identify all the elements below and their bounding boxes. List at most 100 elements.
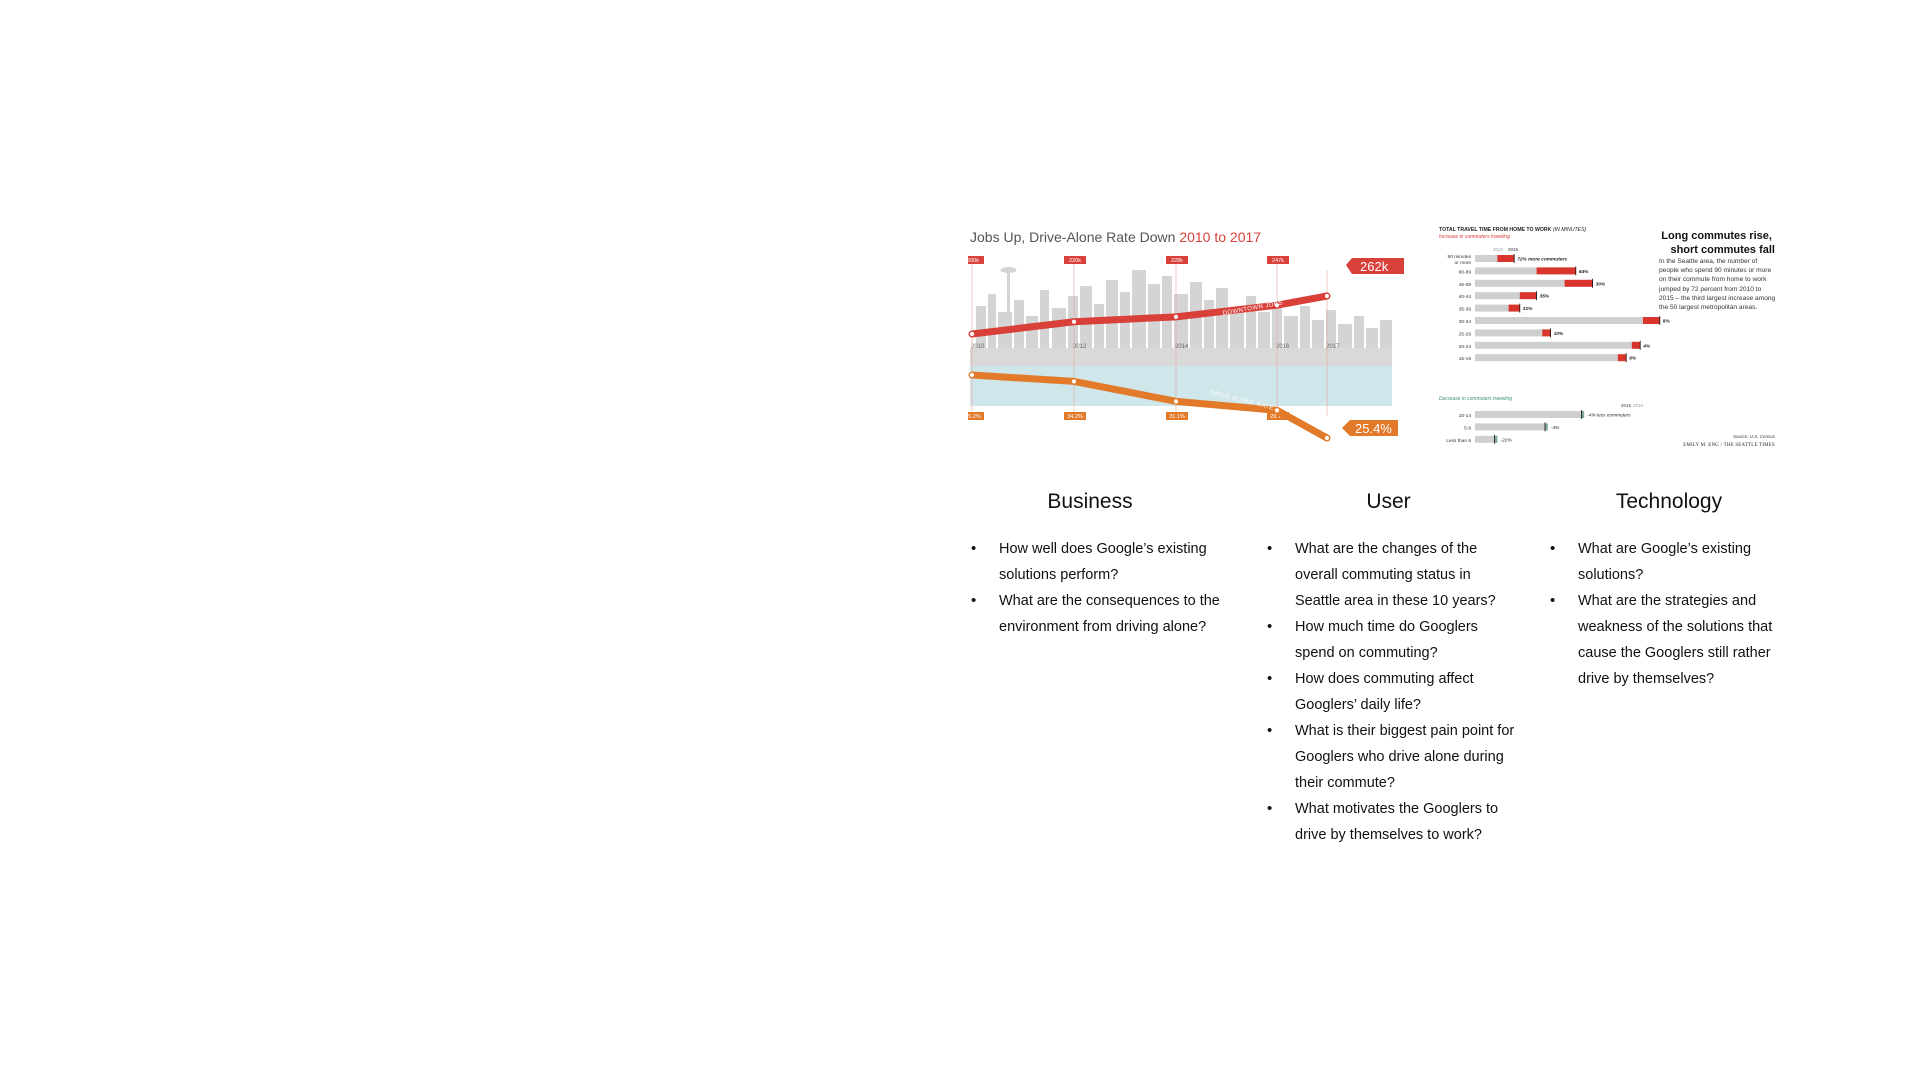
list-item: How does commuting affect Googlers’ dail…	[1266, 666, 1495, 718]
jobs-final-callout	[1346, 258, 1404, 274]
drive-final-callout	[1342, 420, 1398, 436]
right-chart-blurb: In the Seattle area, the number of peopl…	[1659, 258, 1776, 312]
drive-point	[1172, 398, 1180, 405]
jobs-drive-alone-chart: Jobs Up, Drive-Alone Rate Down 2010 to 2…	[968, 229, 1404, 442]
drive-tag-label: 29.7%	[1270, 414, 1286, 420]
bar-2010	[1475, 411, 1582, 418]
bar-change-label: -4%	[1551, 425, 1560, 431]
bar-change-label: 31%	[1523, 306, 1533, 312]
bar-change-label: 10%	[1554, 331, 1564, 337]
bar-change-label: 64%	[1579, 269, 1589, 275]
row-category-label: 35-39	[1459, 307, 1472, 313]
row-category-label: 90 minutes	[1448, 254, 1472, 260]
blurb-container: In the Seattle area, the number of peopl…	[1659, 258, 1776, 312]
jobs-tag	[1166, 256, 1188, 264]
bar-change-label: 30%	[1596, 281, 1606, 287]
jobs-point	[1172, 313, 1180, 320]
decrease-label: Decrease in commuters traveling	[1439, 396, 1512, 402]
legend-2015-lower: 2015	[1621, 403, 1632, 408]
jobs-tag	[1267, 256, 1289, 264]
technology-list: What are Google’s existing solutions? Wh…	[1549, 536, 1789, 692]
jobs-tag-label: 228k	[1171, 258, 1183, 264]
row-category-label: 15-19	[1459, 356, 1472, 362]
row-category-label: 20-24	[1459, 344, 1472, 350]
right-chart-headline: Long commutes rise, short commutes fall	[1661, 230, 1775, 256]
business-column: Business How well does Google’s existing…	[970, 490, 1230, 640]
row-category-label: 5-9	[1464, 425, 1471, 431]
bar-2010	[1475, 329, 1543, 337]
row-category-label: 30-34	[1459, 319, 1472, 325]
jobs-tag-label: 247k	[1272, 258, 1284, 264]
bar-change-label: 4%	[1642, 343, 1651, 349]
row-category-label: Less than 5	[1446, 438, 1471, 444]
bar-increase	[1643, 317, 1660, 324]
bar-change-label: -4% less commuters	[1587, 413, 1631, 419]
jobs-tag-label: 200k	[968, 258, 979, 264]
bar-decrease	[1581, 411, 1585, 418]
bar-change-label: 35%	[1540, 294, 1550, 300]
bar-2010	[1475, 255, 1498, 262]
bar-2010	[1475, 423, 1545, 431]
list-item: What are the strategies and weakness of …	[1549, 588, 1784, 692]
jobs-final-value: 262k	[1360, 259, 1389, 274]
drive-tag	[1267, 412, 1289, 420]
bar-2010	[1475, 267, 1537, 275]
drive-point	[968, 371, 976, 379]
jobs-tag-label: 220k	[1069, 258, 1081, 264]
legend-2010-lower: 2010	[1633, 403, 1644, 408]
bar-change-label: -22%	[1500, 437, 1512, 443]
right-chart-title-units: (IN MINUTES)	[1553, 227, 1587, 233]
increase-label: Increase in commuters traveling	[1439, 234, 1510, 240]
bar-increase	[1542, 329, 1551, 337]
source-note: Source: U.S. Census	[1733, 434, 1776, 439]
row-category-label: 40-44	[1459, 294, 1472, 300]
drive-tag	[968, 412, 984, 420]
right-chart-title: TOTAL TRAVEL TIME FROM HOME TO WORK (IN …	[1439, 227, 1587, 233]
skyline-base	[970, 348, 1392, 366]
drive-final-value: 25.4%	[1355, 421, 1392, 436]
drive-tag-label: 34.2%	[1067, 414, 1083, 420]
drive-tag-label: 31.1%	[1169, 414, 1185, 420]
x-tick: 2010	[971, 344, 985, 350]
drive-tag	[1064, 412, 1086, 420]
bar-increase	[1536, 267, 1576, 275]
bar-2010	[1475, 354, 1618, 362]
jobs-point	[968, 330, 976, 338]
bar-2010	[1475, 435, 1495, 443]
x-tick: 2017	[1326, 344, 1340, 350]
x-tick: 2012	[1073, 344, 1087, 350]
list-item: What are Google’s existing solutions?	[1549, 536, 1758, 588]
business-heading: Business	[1047, 490, 1133, 513]
technology-column: Technology What are Google’s existing so…	[1549, 490, 1789, 692]
bar-decrease	[1494, 435, 1498, 443]
row-category-label: 25-29	[1459, 331, 1472, 337]
bar-increase	[1617, 354, 1627, 362]
bar-increase	[1508, 304, 1520, 312]
row-category-label: 45-59	[1459, 282, 1472, 288]
x-tick: 2016	[1276, 344, 1290, 350]
user-list: What are the changes of the overall comm…	[1266, 536, 1516, 848]
headline-line-1: Long commutes rise,	[1661, 230, 1772, 242]
user-column: User What are the changes of the overall…	[1266, 490, 1516, 848]
row-category-label: or more	[1454, 260, 1471, 266]
bar-increase	[1519, 292, 1537, 300]
list-item: What is their biggest pain point for Goo…	[1266, 718, 1515, 796]
list-item: What motivates the Googlers to drive by …	[1266, 796, 1515, 848]
legend-2015: 2015	[1508, 247, 1519, 252]
headline-line-2: short commutes fall	[1670, 244, 1775, 256]
bar-2010	[1475, 341, 1632, 349]
bar-increase	[1564, 279, 1593, 287]
legend-2010: 2010	[1493, 247, 1504, 252]
list-item: What are the consequences to the environ…	[970, 588, 1239, 640]
bar-increase	[1497, 255, 1515, 262]
jobs-point	[1070, 318, 1078, 325]
left-chart-marks: 200k 35.2% 220k 34.2% 228k 31.1% 247k 29.7%	[968, 256, 1331, 442]
bar-increase	[1631, 341, 1641, 349]
bar-change-label: 72% more commuters	[1517, 257, 1567, 263]
left-chart-title-main: Jobs Up, Drive-Alone Rate Down	[970, 229, 1179, 245]
x-tick: 2014	[1175, 344, 1189, 350]
bar-2010	[1475, 279, 1565, 287]
drive-point	[1273, 407, 1281, 414]
bar-decrease	[1545, 423, 1548, 431]
